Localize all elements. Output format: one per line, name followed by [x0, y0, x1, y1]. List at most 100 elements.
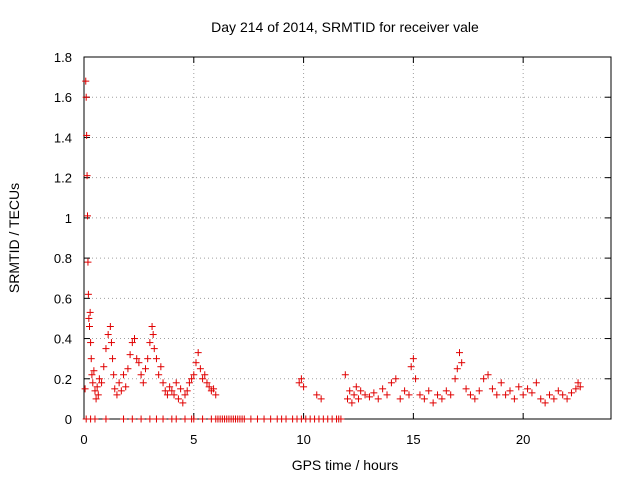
data-point: [282, 415, 290, 423]
data-point: [374, 395, 382, 403]
data-point: [567, 389, 575, 397]
data-point: [442, 387, 450, 395]
data-point: [541, 399, 549, 407]
data-point: [115, 379, 123, 387]
data-point: [471, 395, 479, 403]
data-point: [392, 375, 400, 383]
data-point: [93, 383, 101, 391]
data-point: [493, 391, 501, 399]
x-tick-label: 20: [516, 432, 530, 447]
data-point: [95, 375, 103, 383]
data-point: [111, 385, 119, 393]
data-point: [196, 365, 204, 373]
data-point: [82, 77, 90, 85]
data-point: [82, 93, 90, 101]
data-point: [159, 379, 167, 387]
data-point: [337, 415, 345, 423]
data-point: [240, 415, 248, 423]
data-point: [407, 363, 415, 371]
y-axis-label: SRMTID / TECUs: [6, 183, 22, 293]
grid: [84, 57, 611, 419]
x-axis-label: GPS time / hours: [292, 457, 399, 473]
x-tick-label: 5: [190, 432, 197, 447]
data-point: [152, 415, 160, 423]
data-point: [502, 391, 510, 399]
data-point: [113, 391, 121, 399]
data-point: [455, 349, 463, 357]
data-point: [194, 349, 202, 357]
data-point: [519, 391, 527, 399]
data-point: [554, 387, 562, 395]
data-point: [155, 371, 163, 379]
data-point: [365, 393, 373, 401]
data-point: [110, 371, 118, 379]
data-point: [177, 385, 185, 393]
data-point: [185, 379, 193, 387]
data-point: [453, 365, 461, 373]
data-point: [102, 415, 110, 423]
data-point: [91, 387, 99, 395]
data-point: [100, 363, 108, 371]
data-point: [201, 371, 209, 379]
data-point: [159, 415, 167, 423]
data-point: [447, 391, 455, 399]
data-point: [405, 391, 413, 399]
data-point: [84, 258, 92, 266]
y-tick-label: 1.2: [54, 171, 72, 186]
data-point: [515, 383, 523, 391]
data-point: [416, 391, 424, 399]
data-point: [170, 391, 178, 399]
data-point: [135, 359, 143, 367]
data-point: [122, 383, 130, 391]
data-point: [563, 395, 571, 403]
data-point: [190, 371, 198, 379]
y-tick-label: 0.8: [54, 251, 72, 266]
data-point: [88, 371, 96, 379]
data-point: [192, 359, 200, 367]
data-point: [488, 385, 496, 393]
data-point: [120, 371, 128, 379]
data-point: [466, 391, 474, 399]
data-point: [137, 415, 145, 423]
y-tick-label: 1.4: [54, 130, 72, 145]
y-tick-label: 1.8: [54, 50, 72, 65]
data-point: [183, 387, 191, 395]
data-point: [429, 399, 437, 407]
data-point: [152, 355, 160, 363]
data-point: [90, 367, 98, 375]
data-point: [341, 371, 349, 379]
data-point: [87, 355, 95, 363]
axis-ticks: 0 0.2 0.4 0.6 0.8 1 1.2 1.4 1.6 1.8 0 5 10 15 20: [54, 50, 611, 447]
data-point: [128, 339, 136, 347]
data-point: [383, 391, 391, 399]
data-point: [109, 355, 117, 363]
data-point: [420, 395, 428, 403]
data-point: [370, 389, 378, 397]
data-point: [137, 371, 145, 379]
data-point: [497, 379, 505, 387]
data-point: [550, 395, 558, 403]
data-point: [107, 339, 115, 347]
data-point: [102, 345, 110, 353]
data-point: [350, 391, 358, 399]
data-point: [354, 395, 362, 403]
data-point: [396, 395, 404, 403]
data-point: [425, 387, 433, 395]
data-point: [85, 322, 93, 330]
data-point: [172, 415, 180, 423]
data-point: [346, 387, 354, 395]
data-point: [87, 339, 95, 347]
data-point: [92, 395, 100, 403]
data-point: [146, 339, 154, 347]
data-point: [205, 383, 213, 391]
data-point: [98, 379, 106, 387]
data-point: [475, 387, 483, 395]
data-point: [172, 379, 180, 387]
data-point: [139, 379, 147, 387]
data-point: [199, 375, 207, 383]
data-point: [168, 387, 176, 395]
data-point: [295, 379, 303, 387]
data-point: [484, 371, 492, 379]
data-point: [387, 379, 395, 387]
data-point: [559, 391, 567, 399]
